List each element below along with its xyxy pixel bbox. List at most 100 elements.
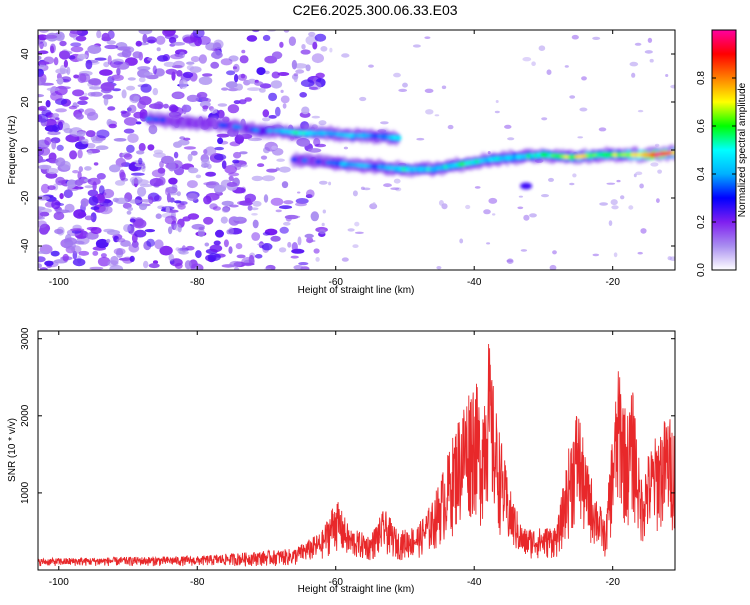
spectrogram-x-label: Height of straight line (km): [298, 285, 415, 296]
y-tick-label: 2000: [20, 404, 31, 427]
noise-speckle: [234, 73, 239, 83]
noise-speckle: [38, 61, 50, 65]
noise-speckle: [38, 30, 49, 33]
noise-speckle: [111, 88, 121, 92]
noise-speckle: [173, 224, 182, 231]
noise-speckle: [107, 55, 112, 65]
noise-speckle: [113, 61, 123, 65]
noise-speckle: [278, 205, 293, 210]
noise-speckle: [608, 220, 613, 227]
noise-speckle: [271, 51, 283, 60]
noise-speckle: [190, 56, 200, 63]
noise-speckle: [495, 100, 499, 103]
noise-speckle: [616, 179, 621, 183]
noise-speckle: [210, 61, 220, 69]
noise-speckle: [38, 220, 48, 228]
noise-speckle: [201, 158, 210, 167]
noise-speckle: [39, 267, 48, 270]
noise-speckle: [51, 113, 60, 118]
noise-speckle: [220, 58, 233, 66]
noise-speckle: [78, 96, 89, 101]
noise-speckle: [283, 30, 290, 33]
noise-speckle: [38, 147, 51, 156]
noise-speckle: [87, 177, 101, 186]
noise-speckle: [199, 101, 211, 108]
noise-speckle: [148, 263, 160, 269]
noise-speckle: [50, 250, 60, 257]
noise-speckle: [262, 34, 271, 42]
noise-speckle: [220, 216, 228, 224]
noise-speckle: [176, 70, 183, 77]
x-tick-label: -60: [329, 577, 344, 588]
noise-speckle: [359, 96, 367, 102]
noise-speckle: [99, 205, 113, 215]
noise-speckle: [232, 66, 238, 70]
noise-speckle: [252, 219, 259, 229]
noise-speckle: [210, 108, 218, 114]
noise-speckle: [291, 59, 297, 70]
noise-speckle: [53, 211, 65, 221]
noise-speckle: [308, 31, 316, 37]
noise-speckle: [97, 256, 111, 267]
noise-speckle: [295, 69, 305, 74]
noise-speckle: [140, 199, 153, 203]
noise-speckle: [136, 150, 145, 155]
noise-speckle: [98, 185, 105, 195]
noise-speckle: [393, 72, 401, 78]
colorbar-ticks: 0.0 0.2 0.4 0.6 0.8: [696, 71, 736, 277]
noise-speckle: [328, 181, 332, 186]
noise-speckle: [90, 212, 97, 223]
noise-speckle: [50, 45, 55, 54]
noise-speckle: [474, 186, 481, 189]
noise-speckle: [581, 76, 587, 81]
noise-speckle: [77, 53, 88, 60]
trace-core: [325, 160, 333, 165]
noise-speckle: [251, 213, 258, 216]
noise-speckle: [294, 215, 301, 218]
noise-speckle: [189, 66, 202, 73]
noise-speckle: [129, 93, 140, 104]
noise-speckle: [137, 68, 150, 78]
noise-speckle: [174, 262, 183, 269]
noise-speckle: [221, 87, 229, 91]
noise-speckle: [441, 85, 447, 90]
noise-speckle: [244, 97, 252, 102]
noise-speckle: [634, 42, 642, 46]
noise-speckle: [38, 206, 46, 211]
noise-speckle: [312, 41, 318, 50]
noise-speckle: [120, 110, 127, 114]
noise-speckle: [183, 36, 195, 44]
noise-speckle: [569, 182, 575, 186]
noise-speckle: [610, 199, 618, 206]
noise-speckle: [256, 67, 266, 76]
noise-speckle: [38, 76, 46, 86]
noise-speckle: [293, 73, 299, 77]
noise-speckle: [546, 69, 552, 75]
noise-speckle: [436, 266, 442, 270]
noise-speckle: [144, 229, 156, 233]
noise-speckle: [147, 57, 153, 61]
noise-speckle: [277, 72, 290, 76]
noise-speckle: [171, 41, 186, 46]
noise-speckle: [38, 256, 46, 263]
noise-speckle: [70, 228, 85, 232]
x-tick-label: -20: [605, 577, 620, 588]
noise-speckle: [390, 187, 400, 190]
noise-speckle: [221, 160, 227, 170]
noise-speckle: [592, 36, 601, 41]
noise-speckle: [78, 250, 90, 256]
noise-speckle: [313, 248, 320, 254]
noise-speckle: [548, 177, 554, 182]
noise-speckle: [620, 195, 625, 200]
noise-speckle: [55, 108, 67, 113]
noise-speckle: [87, 111, 99, 121]
noise-speckle: [103, 61, 110, 68]
noise-speckle: [38, 50, 49, 55]
noise-speckle: [168, 226, 173, 235]
noise-speckle: [205, 171, 217, 177]
noise-speckle: [354, 231, 364, 234]
noise-speckle: [190, 150, 198, 156]
noise-speckle: [531, 61, 536, 66]
noise-speckle: [70, 46, 84, 53]
noise-speckle: [352, 244, 359, 249]
